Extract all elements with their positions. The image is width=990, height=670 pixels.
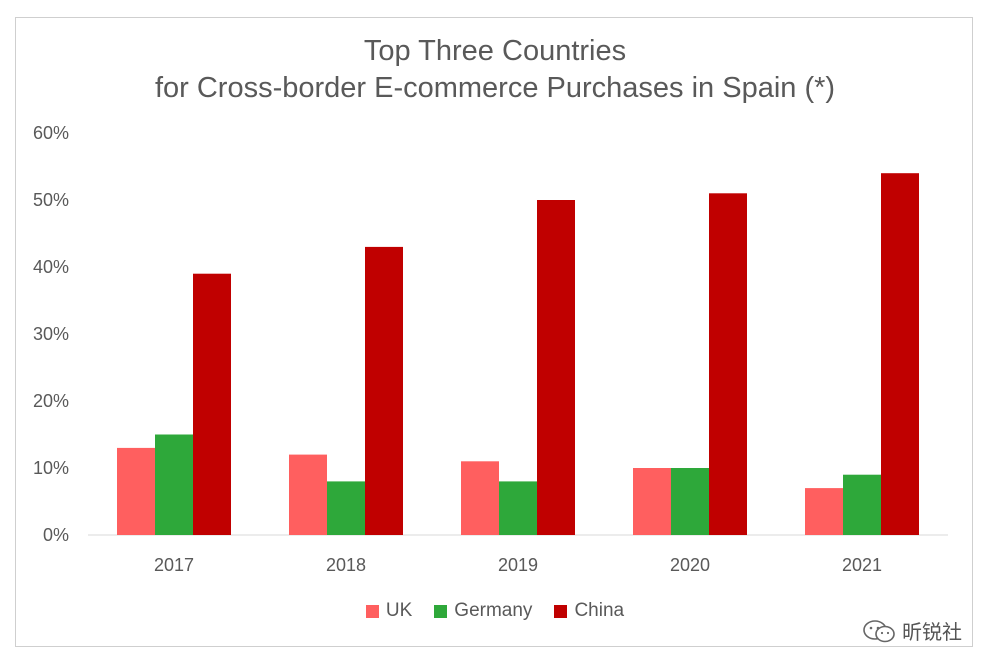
x-tick-label: 2017 [154,555,194,575]
watermark-text: 昕锐社 [902,622,962,644]
legend-label: China [574,600,625,621]
chart-title: Top Three Countries [363,35,627,67]
y-tick-label: 50% [33,190,69,210]
y-tick-label: 60% [33,123,69,143]
y-tick-label: 10% [33,458,69,478]
legend-item-uk: UK [365,600,413,622]
y-tick-label: 40% [33,257,69,277]
bar-germany-2020 [671,468,709,535]
bar-china-2020 [709,193,747,536]
bar-china-2019 [537,200,575,535]
bar-germany-2021 [843,474,881,535]
y-tick-label: 20% [33,391,69,411]
chart-subtitle: for Cross-border E-commerce Purchases in… [154,72,836,104]
y-tick-label: 0% [43,525,69,545]
legend-swatch [434,604,448,618]
bar-uk-2018 [289,454,327,535]
watermark: 昕锐社 [862,616,962,645]
legend-label: UK [385,600,413,621]
bar-germany-2019 [499,481,537,535]
chart-frame [15,17,973,647]
x-tick-label: 2019 [498,555,538,575]
bar-uk-2021 [805,488,843,535]
wechat-icon [863,619,895,642]
bar-germany-2018 [327,481,365,535]
bar-uk-2019 [461,461,499,535]
x-tick-label: 2021 [842,555,882,575]
bar-uk-2017 [117,447,155,535]
legend-item-germany: Germany [434,600,532,622]
legend-label: Germany [454,600,533,621]
y-tick-label: 30% [33,324,69,344]
bar-china-2017 [193,273,231,535]
chart-legend: UK Germany China [0,600,990,622]
x-tick-label: 2020 [670,555,710,575]
bar-germany-2017 [155,434,193,535]
bar-china-2018 [365,246,403,535]
x-tick-label: 2018 [326,555,366,575]
legend-swatch [554,604,568,618]
legend-item-china: China [554,600,624,622]
bar-uk-2020 [633,468,671,535]
legend-swatch [365,604,379,618]
bar-china-2021 [881,173,919,535]
